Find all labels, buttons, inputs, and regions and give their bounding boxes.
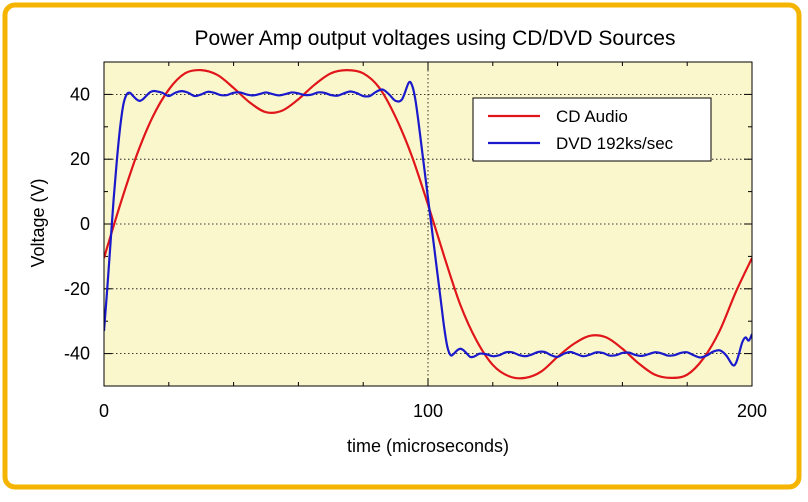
y-tick-label: -20 [64, 279, 90, 299]
x-axis-label: time (microseconds) [347, 436, 509, 456]
x-tick-label: 100 [413, 401, 443, 421]
y-tick-label: 0 [80, 214, 90, 234]
x-tick-label: 200 [737, 401, 767, 421]
legend-box [472, 97, 712, 162]
tick-labels: -40 -20 0 20 40 0 100 200 [64, 84, 767, 421]
x-tick-label: 0 [99, 401, 109, 421]
y-tick-label: 20 [70, 149, 90, 169]
chart-title: Power Amp output voltages using CD/DVD S… [195, 27, 676, 50]
legend-label-dvd-192ks: DVD 192ks/sec [556, 134, 674, 153]
y-tick-label: -40 [64, 344, 90, 364]
y-axis-label: Voltage (V) [28, 178, 48, 267]
series-line-dvd-192ks [104, 80, 752, 367]
plot-border [103, 61, 753, 387]
y-tick-label: 40 [70, 84, 90, 104]
legend-label-cd-audio: CD Audio [556, 107, 628, 126]
legend: CD Audio DVD 192ks/sec [472, 97, 712, 162]
